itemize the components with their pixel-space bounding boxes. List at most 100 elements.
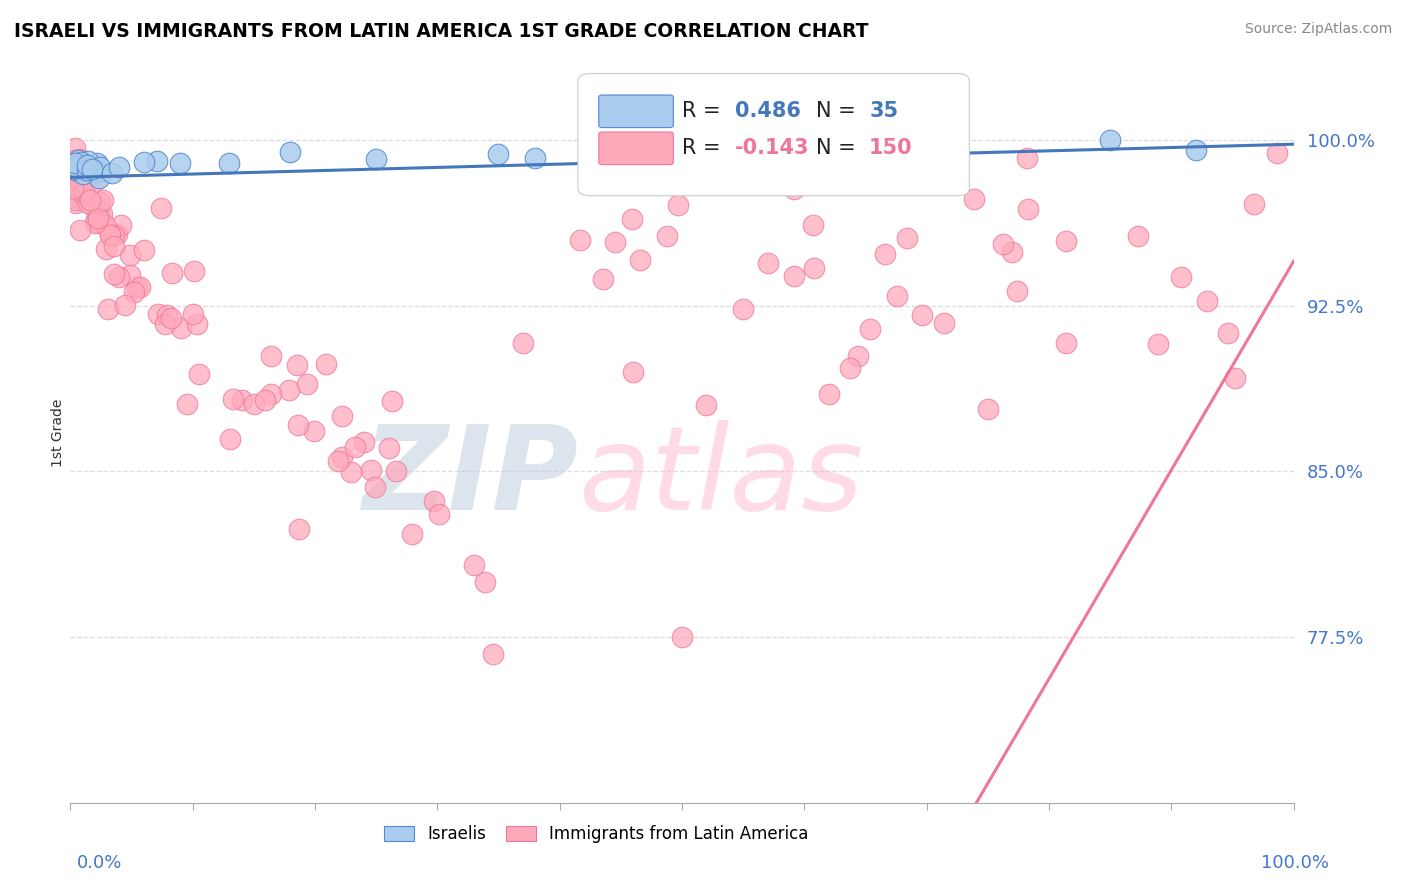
Text: 150: 150 [869, 138, 912, 158]
Point [63, 159, 86, 173]
Point [86, 215, 108, 229]
Point [260, 349, 283, 363]
Point [803, 261, 825, 276]
Point [89, 209, 111, 223]
Point [963, 192, 986, 206]
Point [183, 264, 205, 278]
FancyBboxPatch shape [578, 73, 969, 195]
Text: R =: R = [682, 102, 727, 121]
Point [170, 320, 193, 334]
Point [801, 218, 824, 232]
Point [524, 151, 547, 165]
Point [65, 153, 87, 168]
Point [62, 181, 84, 195]
Point [606, 138, 628, 153]
Point [65, 189, 87, 203]
Text: atlas: atlas [578, 420, 863, 534]
Point [76, 195, 98, 210]
Point [128, 280, 150, 294]
Point [70, 155, 93, 169]
Point [315, 357, 337, 371]
Point [159, 311, 181, 326]
Point [932, 316, 955, 330]
Point [731, 302, 754, 317]
Point [69, 176, 91, 190]
Point [120, 248, 142, 262]
Point [991, 237, 1014, 252]
Point [302, 424, 325, 438]
Point [79, 194, 101, 208]
Text: -0.143: -0.143 [734, 138, 808, 158]
Y-axis label: 1st Grade: 1st Grade [51, 399, 65, 467]
Point [101, 166, 124, 180]
Point [288, 522, 311, 536]
Point [150, 201, 173, 215]
Point [63, 156, 86, 170]
Point [423, 493, 446, 508]
Point [512, 336, 534, 351]
Point [94, 218, 117, 232]
Text: 100.0%: 100.0% [1261, 855, 1329, 872]
Point [118, 268, 141, 282]
Point [67, 166, 90, 180]
Point [621, 212, 644, 227]
Point [1267, 146, 1289, 161]
Point [481, 647, 503, 661]
Point [65, 196, 87, 211]
Point [89, 160, 111, 174]
Point [817, 387, 839, 401]
Point [79, 163, 101, 178]
Point [219, 432, 242, 446]
Point [84, 216, 107, 230]
Point [155, 309, 177, 323]
Point [218, 156, 240, 170]
Point [186, 318, 208, 332]
Point [108, 269, 131, 284]
Point [98, 228, 121, 243]
Point [73, 188, 96, 202]
Point [243, 397, 266, 411]
Point [603, 235, 626, 249]
Point [155, 317, 177, 331]
Point [75, 189, 97, 203]
Point [66, 161, 89, 175]
Point [91, 207, 114, 221]
Point [621, 365, 644, 379]
Point [62, 162, 84, 177]
Point [340, 466, 363, 480]
Point [231, 393, 253, 408]
Point [783, 182, 806, 196]
Point [1197, 294, 1219, 309]
Point [285, 358, 308, 372]
Point [63, 172, 86, 186]
Point [1243, 196, 1265, 211]
Point [66, 155, 89, 169]
Point [756, 256, 779, 270]
Point [911, 308, 934, 322]
Point [70, 162, 93, 177]
Point [858, 322, 880, 336]
Point [474, 574, 496, 589]
Point [183, 307, 205, 321]
Point [401, 526, 423, 541]
Point [330, 450, 353, 464]
Point [114, 298, 136, 312]
Point [65, 178, 87, 193]
Point [63, 178, 86, 192]
Point [463, 558, 485, 572]
Point [654, 175, 676, 189]
Point [105, 227, 128, 241]
Point [783, 268, 806, 283]
Point [222, 392, 245, 406]
Point [1007, 284, 1029, 298]
Point [72, 167, 94, 181]
Point [122, 285, 145, 299]
Point [77, 153, 100, 168]
Text: 0.0%: 0.0% [77, 855, 122, 872]
Point [86, 155, 108, 169]
Point [69, 161, 91, 175]
Point [84, 211, 107, 226]
Point [146, 307, 169, 321]
Point [280, 145, 302, 159]
Point [253, 393, 276, 408]
